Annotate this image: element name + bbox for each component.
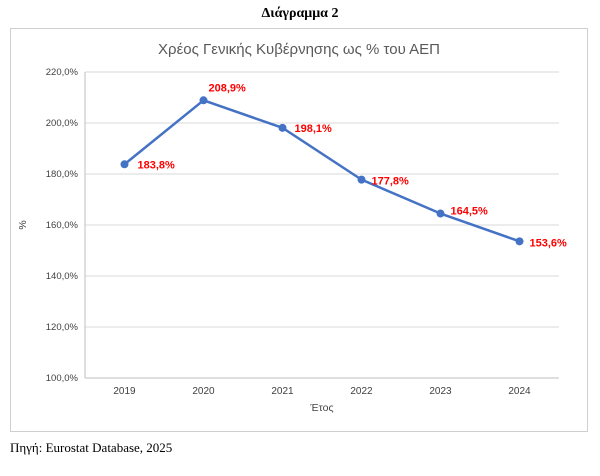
y-tick-label: 180,0% [46, 169, 79, 180]
x-tick-label: 2019 [113, 386, 136, 397]
data-point [515, 237, 524, 246]
y-tick-label: 100,0% [46, 373, 79, 384]
source-note: Πηγή: Eurostat Database, 2025 [10, 440, 173, 455]
x-tick-label: 2023 [429, 386, 452, 397]
data-label: 177,8% [372, 176, 410, 188]
data-point [357, 175, 366, 184]
data-label: 153,6% [530, 237, 568, 249]
y-tick-label: 120,0% [46, 322, 79, 333]
y-tick-label: 200,0% [46, 118, 79, 129]
y-tick-label: 140,0% [46, 271, 79, 282]
x-tick-label: 2020 [192, 386, 215, 397]
x-tick-label: 2022 [350, 386, 373, 397]
data-point [278, 123, 287, 132]
data-label: 164,5% [451, 206, 489, 218]
y-axis-title: % [17, 220, 29, 229]
x-axis-title: Έτος [309, 402, 333, 414]
data-label: 208,9% [209, 82, 247, 94]
y-tick-label: 220,0% [46, 67, 79, 78]
data-label: 198,1% [295, 123, 333, 135]
chart-container: Χρέος Γενικής Κυβέρνησης ως % του ΑΕΠ 10… [10, 28, 588, 432]
data-point [199, 96, 208, 105]
series-line [123, 99, 521, 243]
y-tick-label: 160,0% [46, 220, 79, 231]
x-tick-label: 2021 [271, 386, 294, 397]
data-point [120, 160, 129, 169]
line-chart: 100,0% 120,0% 140,0% 160,0% 180,0% 200,0% 220,… [17, 67, 568, 414]
figure-caption: Διάγραμμα 2 [261, 6, 339, 21]
data-point [436, 209, 445, 218]
x-tick-label: 2024 [508, 386, 531, 397]
chart-title: Χρέος Γενικής Κυβέρνησης ως % του ΑΕΠ [158, 41, 440, 58]
data-label: 183,8% [138, 159, 176, 171]
